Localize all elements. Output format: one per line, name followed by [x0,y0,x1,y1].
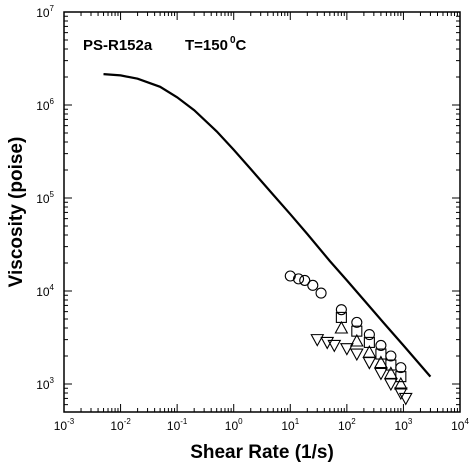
x-axis-title: Shear Rate (1/s) [190,442,334,463]
x-tick-label: 10-1 [167,417,188,433]
tick-base: 10 [395,419,409,433]
tick-base: 10 [451,419,465,433]
x-tick-label: 101 [281,417,299,433]
tick-exponent: 3 [50,376,55,385]
marker-circle [351,316,363,328]
tick-exponent: 3 [408,417,413,426]
tick-base: 10 [36,99,50,113]
marker-triangle-up [334,320,349,334]
x-tick-label: 100 [225,417,243,433]
temperature-unit: C [236,37,247,54]
tick-exponent: 1 [295,417,300,426]
marker-circle [315,287,327,299]
x-tick-label: 10-2 [110,417,131,433]
tick-base: 10 [281,419,295,433]
tick-exponent: 6 [50,97,55,106]
marker-triangle-down [373,367,388,381]
x-tick-label: 102 [338,417,356,433]
tick-base: 10 [36,285,50,299]
marker-triangle-down [327,339,342,353]
x-tick-labels: 10-3 10-2 10-1 100 101 102 103 104 [54,417,470,433]
tick-exponent: -2 [124,417,132,426]
temperature-value: T=150 [185,37,228,54]
tick-exponent: -3 [67,417,75,426]
y-tick-label: 107 [36,4,54,20]
tick-exponent: 5 [50,190,55,199]
axis-ticks [63,12,460,413]
marker-triangle-down [383,378,398,392]
marker-circle [299,274,311,286]
marker-circle [293,273,305,285]
marker-circle [363,329,375,341]
viscosity-curve [103,73,432,378]
marker-circle [284,270,296,282]
sample-label: PS-R152a [83,37,153,54]
tick-exponent: 0 [238,417,243,426]
y-tick-label: 105 [36,190,54,206]
marker-triangle-up [373,355,388,369]
marker-circle [375,339,387,351]
x-tick-label: 104 [451,417,469,433]
tick-exponent: 4 [50,283,55,292]
marker-triangle-up [393,376,408,390]
x-tick-label: 103 [395,417,413,433]
marker-square [363,336,375,348]
tick-base: 10 [338,419,352,433]
tick-base: 10 [54,419,68,433]
tick-base: 10 [110,419,124,433]
tick-exponent: 7 [50,4,55,13]
tick-base: 10 [36,192,50,206]
marker-triangle-down [310,334,325,347]
marker-triangle-down [398,392,413,406]
marker-triangle-down [362,357,377,370]
tick-exponent: 2 [351,417,356,426]
marker-square [375,348,387,360]
marker-circle [335,304,347,316]
plot-frame [63,11,461,413]
temperature-label: T=150 0C [185,35,247,54]
tick-base: 10 [36,6,50,20]
tick-exponent: 4 [464,417,469,426]
temperature-degree: 0 [230,35,236,46]
y-axis-title: Viscosity (poise) [6,137,27,288]
data-markers [284,270,413,406]
marker-triangle-up [349,333,364,347]
tick-base: 10 [36,378,50,392]
marker-triangle-down [339,343,354,356]
marker-triangle-down [349,348,364,362]
y-tick-label: 106 [36,97,54,113]
marker-square [351,325,363,337]
tick-base: 10 [225,419,239,433]
y-tick-label: 104 [36,283,54,299]
x-tick-label: 10-3 [54,417,75,433]
marker-triangle-up [383,366,398,379]
tick-exponent: -1 [180,417,188,426]
tick-base: 10 [167,419,181,433]
marker-circle [307,279,319,291]
y-tick-label: 103 [36,376,54,392]
